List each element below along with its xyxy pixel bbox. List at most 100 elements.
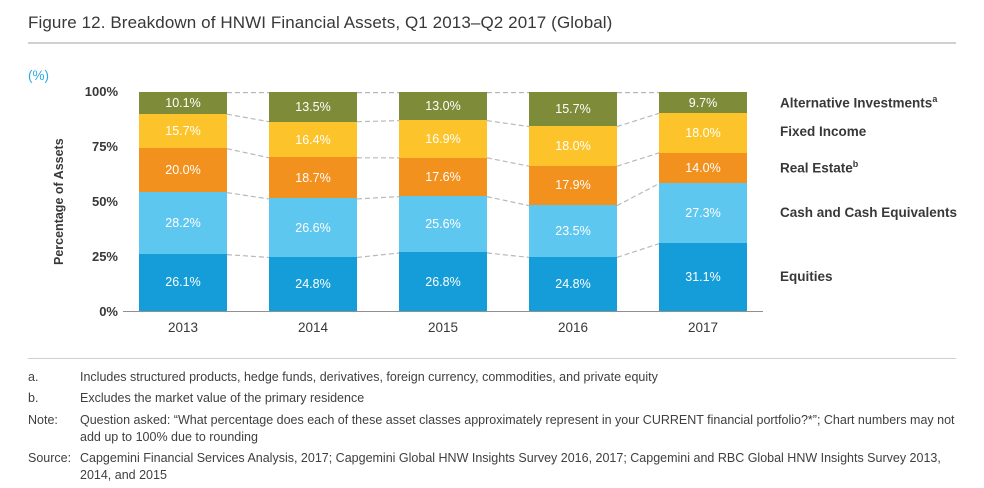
segment-value-label: 15.7% <box>165 124 201 139</box>
stacked-bar-2015: 13.0% 16.9% 17.6% 25.6% 26.8% <box>399 92 487 311</box>
legend-label: Cash and Cash Equivalents <box>780 204 958 220</box>
bar-segment: 13.0% <box>399 92 487 121</box>
bar-segment: 16.9% <box>399 120 487 158</box>
figure-title: Figure 12. Breakdown of HNWI Financial A… <box>28 13 613 32</box>
bar-segment: 14.0% <box>659 152 747 184</box>
footnote-text: Excludes the market value of the primary… <box>80 391 365 406</box>
y-tick-label: 75% <box>91 139 118 154</box>
legend-label: Fixed Income <box>780 124 867 140</box>
segment-value-label: 23.5% <box>555 223 591 238</box>
bar-segment: 9.7% <box>659 92 747 114</box>
connector-line <box>486 196 530 207</box>
legend-label: Equities <box>780 268 833 284</box>
bar-segment: 24.8% <box>529 256 617 311</box>
segment-value-label: 18.0% <box>685 125 721 140</box>
footnote-divider <box>28 358 956 359</box>
connector-line <box>226 148 270 159</box>
connector-line <box>356 120 400 123</box>
connector-line <box>616 243 660 258</box>
bar-segment: 17.6% <box>399 157 487 197</box>
bar-segment: 28.2% <box>139 192 227 254</box>
connector-line <box>486 252 530 258</box>
footnote-row: b. Excludes the market value of the prima… <box>28 390 956 407</box>
plot-area: 10.1% 15.7% 20.0% 28.2% 26.1% 13.5% 16.4% 18.7%… <box>123 92 763 312</box>
segment-value-label: 24.8% <box>295 276 331 291</box>
bar-segment: 15.7% <box>529 92 617 127</box>
bar-segment: 31.1% <box>659 242 747 311</box>
y-axis-title: Percentage of Assets <box>52 138 66 266</box>
segment-value-label: 25.6% <box>425 217 461 232</box>
stacked-bar-2016: 15.7% 18.0% 17.9% 23.5% 24.8% <box>529 92 617 311</box>
bar-segment: 26.8% <box>399 252 487 311</box>
stacked-bar-2013: 10.1% 15.7% 20.0% 28.2% 26.1% <box>139 92 227 311</box>
percent-unit-label: (%) <box>28 68 49 83</box>
bar-segment: 18.0% <box>529 126 617 166</box>
segment-value-label: 28.2% <box>165 216 201 231</box>
connector-line <box>616 152 660 167</box>
segment-value-label: 17.6% <box>425 169 461 184</box>
bar-segment: 16.4% <box>269 121 357 158</box>
connector-line <box>226 192 270 200</box>
bar-segment: 20.0% <box>139 148 227 193</box>
bar-segment: 18.0% <box>659 113 747 153</box>
legend-footnote-marker: a <box>932 93 938 104</box>
legend-label: Real Estateb <box>780 159 859 176</box>
connector-line <box>356 196 400 200</box>
footnotes: a. Includes structured products, hedge fu… <box>28 359 956 485</box>
title-divider <box>28 42 956 44</box>
x-axis-label: 2015 <box>427 320 459 335</box>
legend-label: Alternative Investmentsa <box>780 93 938 111</box>
segment-value-label: 16.9% <box>425 132 461 146</box>
chart-area: (%) Percentage of Assets 100% 75% 50% 25% 0%… <box>28 68 957 342</box>
footnote-text: Question asked: “What percentage does ea… <box>80 412 955 444</box>
legend-footnote-marker: b <box>852 159 859 170</box>
segment-value-label: 20.0% <box>165 163 201 178</box>
footnote-label: a. <box>28 370 39 384</box>
bar-segment: 18.7% <box>269 157 357 199</box>
segment-value-label: 14.0% <box>685 160 721 175</box>
segment-value-label: 24.8% <box>555 276 591 291</box>
bar-segment: 24.8% <box>269 256 357 311</box>
connector-line <box>616 112 660 128</box>
connector-line <box>486 157 530 167</box>
segment-value-label: 26.8% <box>425 274 461 289</box>
series-legend: Alternative Investmentsa Fixed Income Real… <box>780 92 984 312</box>
segment-value-label: 13.5% <box>295 99 331 114</box>
segment-value-label: 17.9% <box>555 178 591 193</box>
y-tick-label: 25% <box>91 249 118 264</box>
y-tick-label: 100% <box>84 84 118 99</box>
bar-segment: 25.6% <box>399 196 487 253</box>
connector-line <box>486 120 530 128</box>
bar-segment: 26.1% <box>139 253 227 311</box>
stacked-bar-2017: 9.7% 18.0% 14.0% 27.3% 31.1% <box>659 92 747 311</box>
stacked-bar-2014: 13.5% 16.4% 18.7% 26.6% 24.8% <box>269 92 357 311</box>
segment-value-label: 18.7% <box>295 170 331 185</box>
segment-value-label: 15.7% <box>555 102 591 117</box>
x-axis-label: 2017 <box>687 320 719 335</box>
segment-value-label: 31.1% <box>685 269 721 284</box>
connector-line <box>226 254 270 259</box>
x-axis-labels: 2013 2014 2015 2016 2017 <box>123 320 763 335</box>
footnote-text: Includes structured products, hedge fund… <box>80 370 658 384</box>
footnote-row: Source: Capgemini Financial Services Anal… <box>28 450 956 485</box>
bar-segment: 27.3% <box>659 183 747 243</box>
bar-segment: 17.9% <box>529 165 617 206</box>
stacked-bars: 10.1% 15.7% 20.0% 28.2% 26.1% 13.5% 16.4% 18.7%… <box>123 92 763 311</box>
bar-segment: 26.6% <box>269 198 357 257</box>
segment-value-label: 16.4% <box>295 132 331 147</box>
bar-segment: 13.5% <box>269 92 357 122</box>
segment-value-label: 27.3% <box>685 206 721 221</box>
segment-value-label: 26.6% <box>295 220 331 235</box>
bar-segment: 15.7% <box>139 114 227 149</box>
x-axis-label: 2013 <box>167 320 199 335</box>
footnote-label: b. <box>28 391 39 406</box>
y-tick-label: 50% <box>91 194 118 209</box>
x-axis-label: 2016 <box>557 320 589 335</box>
footnote-label: Note: <box>28 412 58 427</box>
x-axis-label: 2014 <box>297 320 329 335</box>
segment-value-label: 13.0% <box>425 99 461 114</box>
connector-line <box>356 252 400 259</box>
footnote-label: Source: <box>28 451 72 465</box>
segment-value-label: 18.0% <box>555 139 591 154</box>
